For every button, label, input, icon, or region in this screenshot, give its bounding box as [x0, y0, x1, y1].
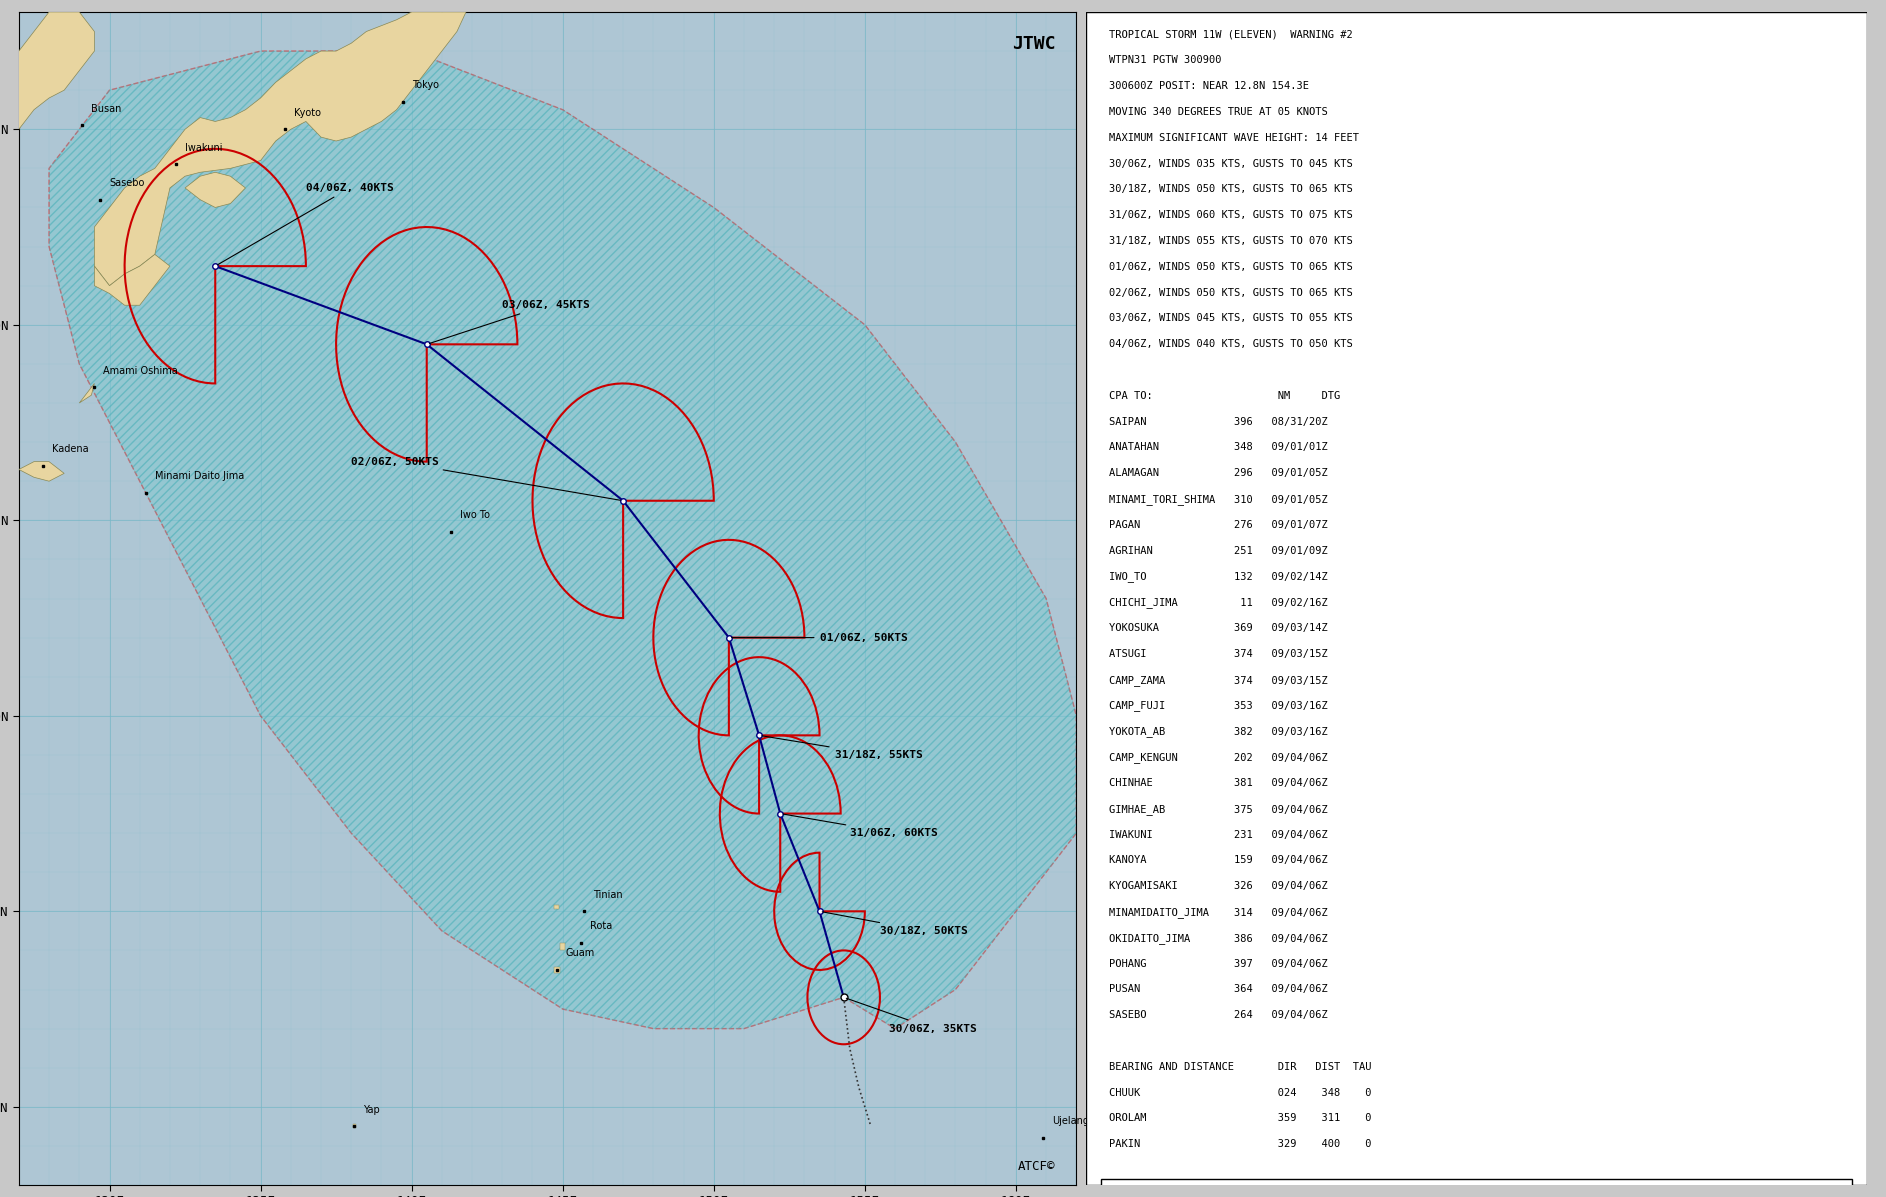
Text: Sasebo: Sasebo	[109, 178, 145, 188]
Text: PAGAN               276   09/01/07Z: PAGAN 276 09/01/07Z	[1109, 519, 1328, 530]
Text: SAIPAN              396   08/31/20Z: SAIPAN 396 08/31/20Z	[1109, 417, 1328, 426]
Text: IWAKUNI             231   09/04/06Z: IWAKUNI 231 09/04/06Z	[1109, 830, 1328, 839]
Text: 04/06Z, 40KTS: 04/06Z, 40KTS	[217, 183, 394, 265]
Text: 30/06Z, WINDS 035 KTS, GUSTS TO 045 KTS: 30/06Z, WINDS 035 KTS, GUSTS TO 045 KTS	[1109, 159, 1352, 169]
Bar	[554, 905, 558, 910]
Text: 02/06Z, WINDS 050 KTS, GUSTS TO 065 KTS: 02/06Z, WINDS 050 KTS, GUSTS TO 065 KTS	[1109, 287, 1352, 298]
Text: ATCF©: ATCF©	[1018, 1160, 1054, 1173]
Text: MOVING 340 DEGREES TRUE AT 05 KNOTS: MOVING 340 DEGREES TRUE AT 05 KNOTS	[1109, 107, 1328, 117]
Text: BEARING AND DISTANCE       DIR   DIST  TAU: BEARING AND DISTANCE DIR DIST TAU	[1109, 1062, 1371, 1071]
Polygon shape	[49, 51, 1077, 1028]
Text: MINAMI_TORI_SHIMA   310   09/01/05Z: MINAMI_TORI_SHIMA 310 09/01/05Z	[1109, 494, 1328, 505]
Text: GIMHAE_AB           375   09/04/06Z: GIMHAE_AB 375 09/04/06Z	[1109, 804, 1328, 815]
Text: 31/06Z, 60KTS: 31/06Z, 60KTS	[783, 814, 937, 838]
Text: 300600Z POSIT: NEAR 12.8N 154.3E: 300600Z POSIT: NEAR 12.8N 154.3E	[1109, 81, 1309, 91]
Text: 31/18Z, 55KTS: 31/18Z, 55KTS	[762, 736, 922, 760]
Text: Guam: Guam	[566, 948, 594, 959]
Text: 30/18Z, WINDS 050 KTS, GUSTS TO 065 KTS: 30/18Z, WINDS 050 KTS, GUSTS TO 065 KTS	[1109, 184, 1352, 194]
Text: Minami Daito Jima: Minami Daito Jima	[155, 472, 243, 481]
Polygon shape	[0, 12, 94, 169]
Text: OKIDAITO_JIMA       386   09/04/06Z: OKIDAITO_JIMA 386 09/04/06Z	[1109, 932, 1328, 943]
Text: POHANG              397   09/04/06Z: POHANG 397 09/04/06Z	[1109, 959, 1328, 968]
Text: 02/06Z, 50KTS: 02/06Z, 50KTS	[351, 456, 620, 500]
Text: 30/06Z, 35KTS: 30/06Z, 35KTS	[847, 998, 977, 1034]
Bar	[1101, 1179, 1852, 1197]
Text: 31/18Z, WINDS 055 KTS, GUSTS TO 070 KTS: 31/18Z, WINDS 055 KTS, GUSTS TO 070 KTS	[1109, 236, 1352, 247]
Text: JTWC: JTWC	[1011, 36, 1054, 54]
Bar	[560, 942, 566, 950]
Text: Amami Oshima: Amami Oshima	[104, 365, 177, 376]
Text: Ujelang: Ujelang	[1052, 1117, 1088, 1126]
Text: TROPICAL STORM 11W (ELEVEN)  WARNING #2: TROPICAL STORM 11W (ELEVEN) WARNING #2	[1109, 30, 1352, 40]
Text: Yap: Yap	[364, 1105, 381, 1114]
Text: PAKIN                      329    400    0: PAKIN 329 400 0	[1109, 1140, 1371, 1149]
Text: 03/06Z, WINDS 045 KTS, GUSTS TO 055 KTS: 03/06Z, WINDS 045 KTS, GUSTS TO 055 KTS	[1109, 314, 1352, 323]
Text: Kyoto: Kyoto	[294, 108, 321, 117]
Polygon shape	[94, 255, 170, 305]
Text: 30/18Z, 50KTS: 30/18Z, 50KTS	[822, 912, 968, 936]
Text: 01/06Z, WINDS 050 KTS, GUSTS TO 065 KTS: 01/06Z, WINDS 050 KTS, GUSTS TO 065 KTS	[1109, 262, 1352, 272]
Polygon shape	[185, 172, 245, 207]
Text: OROLAM                     359    311    0: OROLAM 359 311 0	[1109, 1113, 1371, 1124]
Text: Iwakuni: Iwakuni	[185, 142, 223, 153]
Text: IWO_TO              132   09/02/14Z: IWO_TO 132 09/02/14Z	[1109, 571, 1328, 583]
Text: 31/06Z, WINDS 060 KTS, GUSTS TO 075 KTS: 31/06Z, WINDS 060 KTS, GUSTS TO 075 KTS	[1109, 211, 1352, 220]
Text: 01/06Z, 50KTS: 01/06Z, 50KTS	[732, 632, 907, 643]
Polygon shape	[411, 0, 577, 12]
Polygon shape	[79, 383, 94, 403]
Text: Rota: Rota	[590, 920, 613, 931]
Text: CHUUK                      024    348    0: CHUUK 024 348 0	[1109, 1088, 1371, 1098]
Text: CAMP_ZAMA           374   09/03/15Z: CAMP_ZAMA 374 09/03/15Z	[1109, 675, 1328, 686]
Text: KYOGAMISAKI         326   09/04/06Z: KYOGAMISAKI 326 09/04/06Z	[1109, 881, 1328, 892]
Text: CHINHAE             381   09/04/06Z: CHINHAE 381 09/04/06Z	[1109, 778, 1328, 788]
Text: Busan: Busan	[91, 104, 123, 114]
Text: ALAMAGAN            296   09/01/05Z: ALAMAGAN 296 09/01/05Z	[1109, 468, 1328, 479]
Text: ATSUGI              374   09/03/15Z: ATSUGI 374 09/03/15Z	[1109, 649, 1328, 658]
Bar	[353, 1124, 356, 1129]
Text: YOKOSUKA            369   09/03/14Z: YOKOSUKA 369 09/03/14Z	[1109, 624, 1328, 633]
Text: 04/06Z, WINDS 040 KTS, GUSTS TO 050 KTS: 04/06Z, WINDS 040 KTS, GUSTS TO 050 KTS	[1109, 339, 1352, 350]
Text: MINAMIDAITO_JIMA    314   09/04/06Z: MINAMIDAITO_JIMA 314 09/04/06Z	[1109, 907, 1328, 918]
Text: CAMP_KENGUN         202   09/04/06Z: CAMP_KENGUN 202 09/04/06Z	[1109, 752, 1328, 762]
Text: AGRIHAN             251   09/01/09Z: AGRIHAN 251 09/01/09Z	[1109, 546, 1328, 555]
Text: Iwo To: Iwo To	[460, 510, 490, 521]
Text: CAMP_FUJI           353   09/03/16Z: CAMP_FUJI 353 09/03/16Z	[1109, 700, 1328, 711]
Text: 03/06Z, 45KTS: 03/06Z, 45KTS	[430, 300, 590, 344]
Text: WTPN31 PGTW 300900: WTPN31 PGTW 300900	[1109, 55, 1222, 66]
Polygon shape	[94, 12, 466, 286]
Text: PUSAN               364   09/04/06Z: PUSAN 364 09/04/06Z	[1109, 984, 1328, 995]
Text: MAXIMUM SIGNIFICANT WAVE HEIGHT: 14 FEET: MAXIMUM SIGNIFICANT WAVE HEIGHT: 14 FEET	[1109, 133, 1360, 142]
Text: YOKOTA_AB           382   09/03/16Z: YOKOTA_AB 382 09/03/16Z	[1109, 727, 1328, 737]
Text: CPA TO:                    NM     DTG: CPA TO: NM DTG	[1109, 391, 1341, 401]
Bar	[554, 967, 560, 973]
Text: CHICHI_JIMA          11   09/02/16Z: CHICHI_JIMA 11 09/02/16Z	[1109, 597, 1328, 608]
Polygon shape	[19, 462, 64, 481]
Text: Tinian: Tinian	[592, 889, 622, 900]
Text: Kadena: Kadena	[53, 444, 89, 454]
Text: ANATAHAN            348   09/01/01Z: ANATAHAN 348 09/01/01Z	[1109, 443, 1328, 452]
Text: KANOYA              159   09/04/06Z: KANOYA 159 09/04/06Z	[1109, 856, 1328, 865]
Text: Tokyo: Tokyo	[411, 80, 439, 90]
Text: SASEBO              264   09/04/06Z: SASEBO 264 09/04/06Z	[1109, 1010, 1328, 1020]
